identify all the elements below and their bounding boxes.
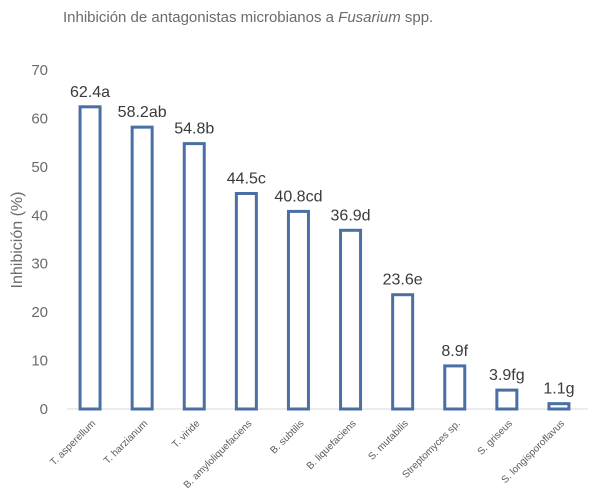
x-tick-label: T. viride xyxy=(170,418,202,450)
bar xyxy=(182,142,206,411)
x-tick-label: S. griseus xyxy=(476,418,515,457)
bar xyxy=(130,125,154,411)
bar xyxy=(339,228,363,411)
bar xyxy=(391,293,415,411)
y-axis-label: Inhibición (%) xyxy=(9,192,26,289)
data-label: 1.1g xyxy=(543,381,574,398)
bar xyxy=(234,191,258,411)
y-tick-label: 50 xyxy=(31,159,48,176)
y-tick-label: 10 xyxy=(31,353,48,370)
y-tick-label: 30 xyxy=(31,256,48,273)
bar xyxy=(78,105,102,411)
bar xyxy=(443,364,467,411)
data-label: 8.9f xyxy=(441,343,468,360)
y-tick-label: 20 xyxy=(31,304,48,321)
chart-title: Inhibición de antagonistas microbianos a… xyxy=(63,9,433,26)
data-label: 44.5c xyxy=(227,170,266,187)
x-tick-label: Streptomyces sp. xyxy=(400,418,462,480)
bar xyxy=(286,209,310,411)
y-tick-label: 60 xyxy=(31,110,48,127)
chart-title-suffix: spp. xyxy=(401,9,434,26)
data-label: 23.6e xyxy=(383,272,423,289)
data-label: 58.2ab xyxy=(118,104,167,121)
chart-title-italic: Fusarium xyxy=(338,9,401,26)
data-labels: 62.4a 58.2ab 54.8b 44.5c 40.8cd 36.9d 23.6e 8.9… xyxy=(70,84,574,398)
x-tick-label: T. harzianum xyxy=(102,418,150,466)
x-tick-label: B. liquefaciens xyxy=(305,418,359,472)
data-label: 40.8cd xyxy=(274,188,322,205)
bar xyxy=(547,402,571,411)
x-tick-label: T. asperellum xyxy=(48,418,98,468)
data-label: 62.4a xyxy=(70,84,110,101)
x-tick-label: S. mutabilis xyxy=(366,418,410,462)
y-tick-label: 40 xyxy=(31,207,48,224)
data-label: 54.8b xyxy=(174,121,214,138)
y-axis-ticks: 0 10 20 30 40 50 60 70 xyxy=(31,62,48,418)
chart-title-prefix: Inhibición de antagonistas microbianos a xyxy=(63,9,338,26)
bars xyxy=(78,105,571,411)
y-tick-label: 0 xyxy=(40,401,48,418)
y-tick-label: 70 xyxy=(31,62,48,79)
data-label: 3.9fg xyxy=(489,367,525,384)
x-tick-label: B. subtilis xyxy=(269,418,307,456)
bar xyxy=(495,388,519,411)
data-label: 36.9d xyxy=(331,207,371,224)
